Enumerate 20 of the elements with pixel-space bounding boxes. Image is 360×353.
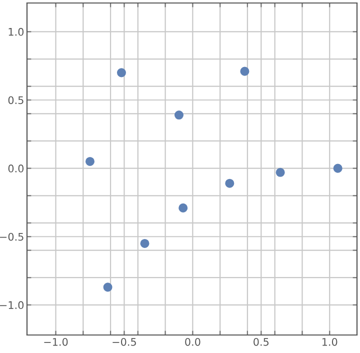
point (178, 203, 188, 212)
point (240, 66, 250, 76)
point (116, 68, 126, 78)
point (276, 168, 285, 177)
x-tick-label: 1.0 (322, 338, 338, 346)
x-tick-label: 0.0 (185, 338, 200, 346)
x-tick-label: 0.5 (254, 338, 269, 346)
point (103, 282, 112, 292)
y-tick-label: −1.0 (0, 301, 24, 310)
point (140, 238, 150, 248)
point (333, 164, 342, 173)
point (85, 156, 94, 166)
y-tick-label: 0.5 (8, 96, 24, 104)
x-tick-label: −0.5 (112, 338, 136, 346)
y-tick-label: 1.0 (8, 28, 24, 36)
point (174, 110, 184, 120)
y-tick-label: 0.0 (8, 164, 24, 172)
x-tick-label: −1.0 (44, 338, 68, 346)
point (225, 178, 234, 188)
y-tick-label: −0.5 (0, 232, 24, 241)
